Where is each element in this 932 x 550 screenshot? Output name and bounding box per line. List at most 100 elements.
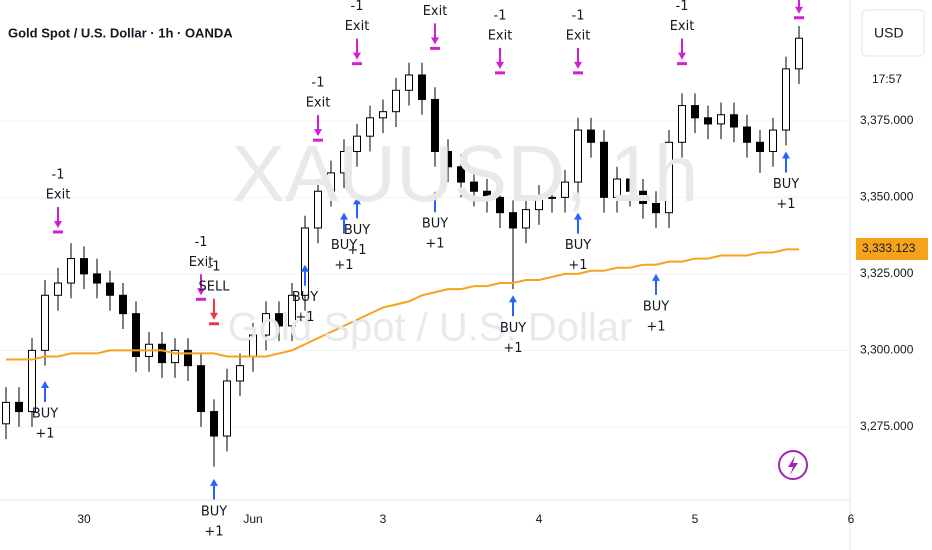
buy-arrow bbox=[431, 191, 439, 213]
candle-body bbox=[782, 68, 790, 131]
y-tick-label: 3,375.000 bbox=[860, 113, 914, 127]
ma-price-label: 3,333.123 bbox=[862, 241, 916, 255]
signal-qty: +1 bbox=[295, 310, 314, 325]
candle-body bbox=[483, 190, 491, 198]
signal-qty: +1 bbox=[568, 258, 587, 273]
candle-body bbox=[314, 190, 322, 229]
alert-bolt bbox=[788, 456, 798, 475]
candle-body bbox=[106, 282, 114, 296]
signal-qty: +1 bbox=[347, 243, 366, 258]
candle-body bbox=[2, 401, 10, 425]
currency[interactable]: USD bbox=[874, 25, 904, 41]
y-tick-label: 3,325.000 bbox=[860, 266, 914, 280]
buy-arrow bbox=[210, 478, 218, 500]
signal-qty: -1 bbox=[312, 76, 325, 91]
buy-arrow bbox=[340, 212, 348, 234]
candle-body bbox=[587, 129, 595, 143]
buy-arrow bbox=[301, 264, 309, 286]
candle-body bbox=[795, 37, 803, 70]
candle-body bbox=[158, 343, 166, 364]
candle-body bbox=[184, 349, 192, 367]
candle-body bbox=[28, 349, 36, 413]
exit-arrow bbox=[795, 0, 803, 14]
signal-qty: -1 bbox=[208, 259, 221, 274]
signal-label: BUY bbox=[643, 299, 669, 314]
exit-arrow bbox=[431, 23, 439, 45]
candle-body bbox=[574, 129, 582, 183]
candle-body bbox=[236, 365, 244, 382]
candle-body bbox=[652, 202, 660, 214]
exit-arrow bbox=[54, 206, 62, 228]
candle-body bbox=[639, 190, 647, 204]
signal-qty: +1 bbox=[503, 341, 522, 356]
candle-body bbox=[171, 349, 179, 364]
signal-label: Exit bbox=[46, 187, 71, 202]
exit-arrow bbox=[353, 38, 361, 60]
signal-label: Exit bbox=[189, 255, 214, 270]
y-tick-label: 3,275.000 bbox=[860, 419, 914, 433]
signal-qty: +1 bbox=[425, 237, 444, 252]
candle-body bbox=[288, 294, 296, 327]
candle-body bbox=[418, 74, 426, 100]
signal-label: SELL bbox=[199, 279, 231, 294]
signal-label: Exit bbox=[423, 4, 448, 19]
candle-body bbox=[431, 98, 439, 152]
candle-body bbox=[327, 172, 335, 192]
candle-body bbox=[366, 117, 374, 137]
signal-qty: +1 bbox=[204, 524, 223, 539]
candle-body bbox=[15, 401, 23, 413]
signal-label: Exit bbox=[306, 96, 331, 111]
signal-label: BUY bbox=[565, 238, 591, 253]
candle-body bbox=[275, 313, 283, 327]
exit-arrow bbox=[574, 47, 582, 69]
signal-label: BUY bbox=[32, 406, 58, 421]
countdown: 17:57 bbox=[872, 72, 902, 86]
candle-body bbox=[93, 273, 101, 284]
x-tick-label: 6 bbox=[848, 512, 855, 526]
candle-body bbox=[405, 74, 413, 91]
candle-body bbox=[353, 135, 361, 152]
candle-body bbox=[379, 111, 387, 119]
x-tick-label: 30 bbox=[77, 512, 91, 526]
candle-body bbox=[548, 196, 556, 199]
buy-arrow bbox=[509, 295, 517, 317]
candle-body bbox=[613, 178, 621, 198]
signal-qty: -1 bbox=[676, 0, 689, 14]
signal-label: Exit bbox=[670, 19, 695, 34]
countdown-box bbox=[862, 66, 924, 94]
candle-body bbox=[704, 117, 712, 125]
signal-label: BUY bbox=[292, 290, 318, 305]
signal-label: Exit bbox=[488, 28, 513, 43]
watermark-subtitle: Gold Spot / U.S. Dollar bbox=[228, 306, 633, 350]
exit-arrow bbox=[197, 274, 205, 296]
signal-label: BUY bbox=[773, 177, 799, 192]
plot-area bbox=[0, 0, 850, 500]
candle-body bbox=[691, 105, 699, 119]
signal-label: BUY bbox=[331, 238, 357, 253]
candle-body bbox=[223, 380, 231, 437]
signal-qty: -1 bbox=[52, 167, 65, 182]
signal-label: BUY bbox=[422, 217, 448, 232]
candle-body bbox=[262, 313, 270, 336]
chart-title: Gold Spot / U.S. Dollar · 1h · OANDA bbox=[8, 25, 233, 40]
candle-body bbox=[743, 126, 751, 143]
candle-body bbox=[67, 258, 75, 284]
ma-price-box bbox=[856, 238, 928, 261]
x-tick-label: 3 bbox=[380, 512, 387, 526]
buy-arrow bbox=[41, 380, 49, 402]
exit-arrow bbox=[496, 47, 504, 69]
signal-qty: +1 bbox=[646, 319, 665, 334]
signal-qty: +1 bbox=[776, 197, 795, 212]
candle-body bbox=[600, 141, 608, 198]
exit-arrow bbox=[678, 38, 686, 60]
x-tick-label: Jun bbox=[243, 512, 262, 526]
candle-body bbox=[522, 209, 530, 229]
candle-body bbox=[54, 282, 62, 296]
candle-body bbox=[496, 196, 504, 214]
x-tick-label: 4 bbox=[536, 512, 543, 526]
exit-arrow bbox=[314, 115, 322, 137]
signal-label: BUY bbox=[201, 504, 227, 519]
signal-qty: -1 bbox=[195, 235, 208, 250]
currency-button[interactable] bbox=[861, 9, 925, 57]
